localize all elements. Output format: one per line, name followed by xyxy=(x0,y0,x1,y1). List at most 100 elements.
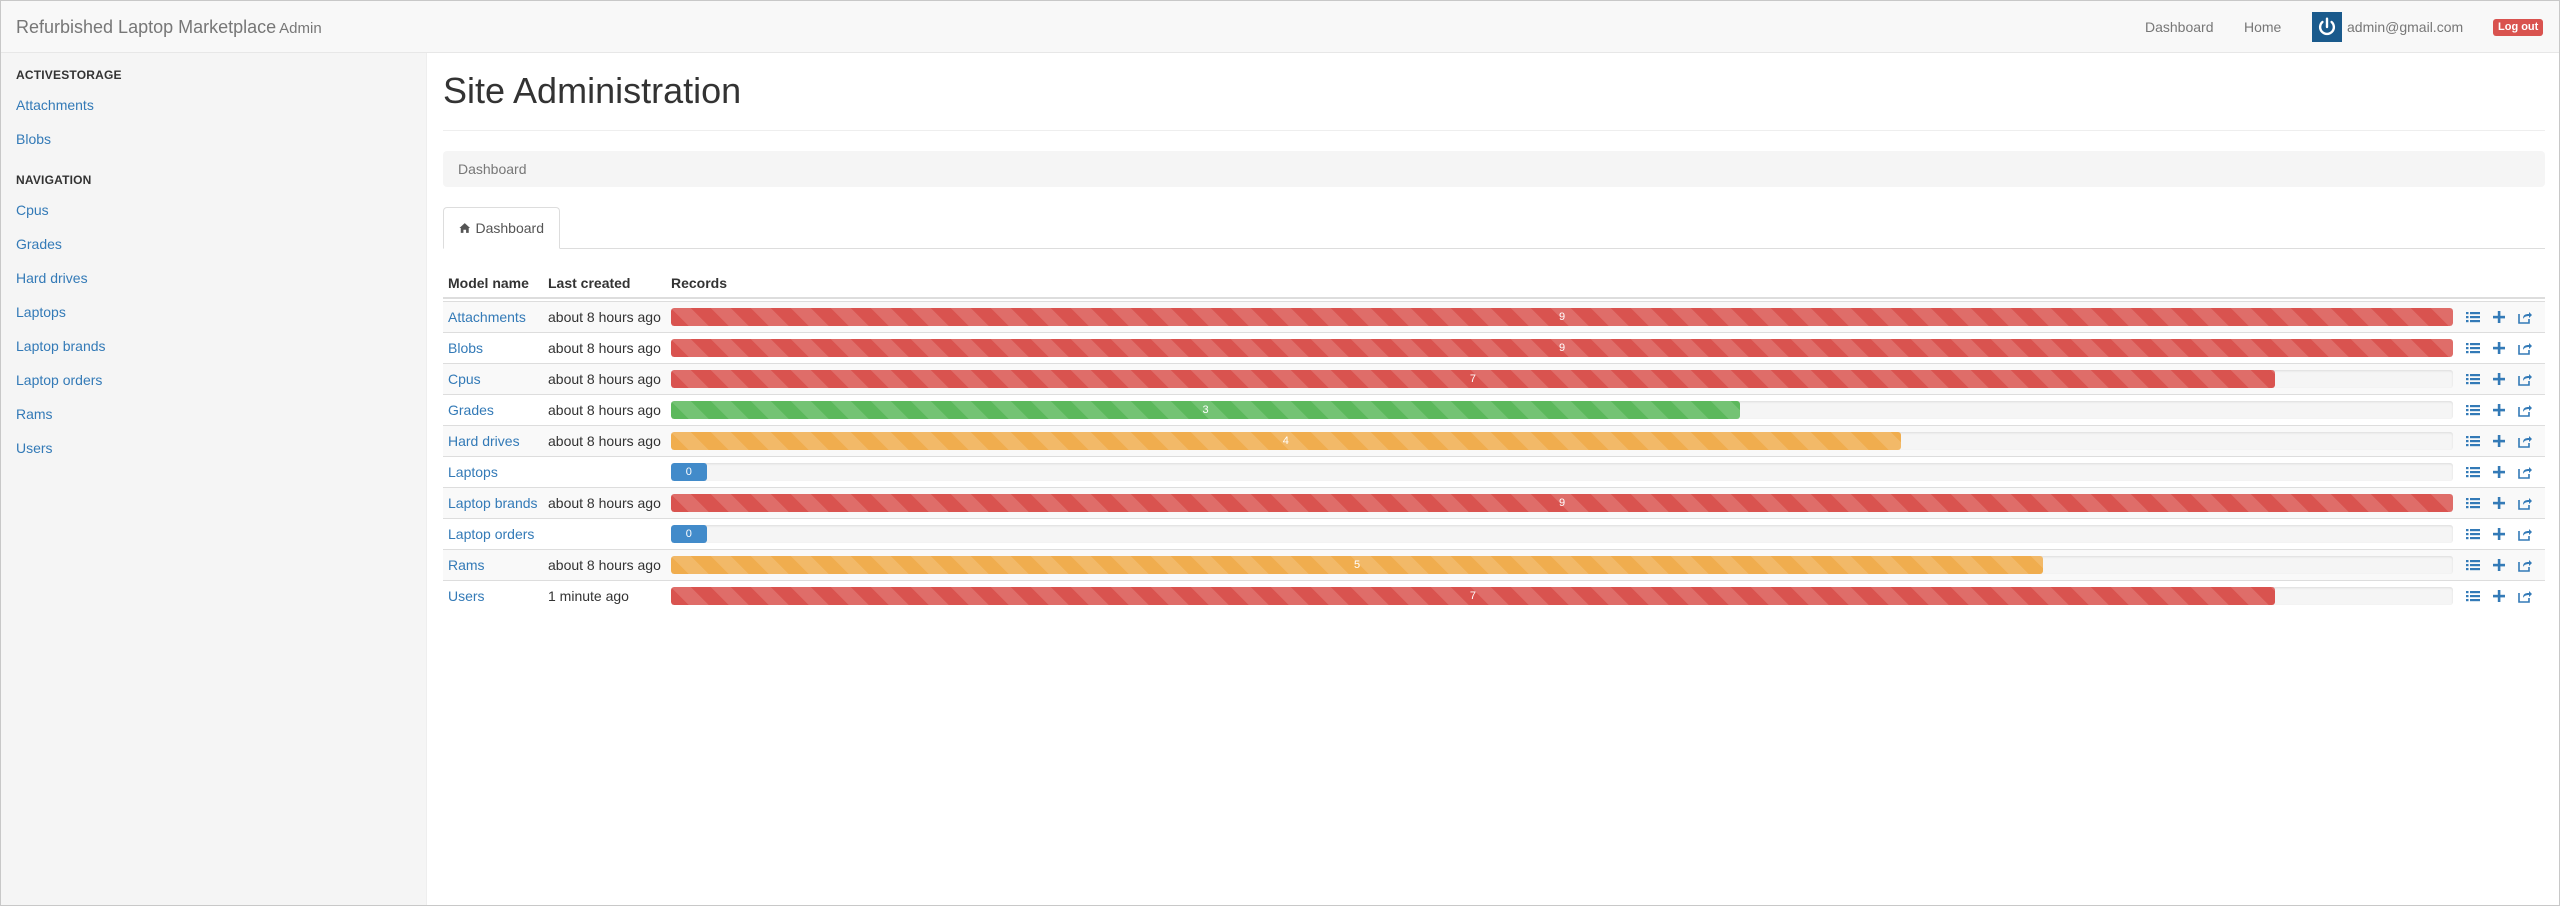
list-icon[interactable] xyxy=(2465,402,2481,418)
table-row: Laptop brands about 8 hours ago 9 xyxy=(443,487,2545,518)
list-icon[interactable] xyxy=(2465,371,2481,387)
table-row: Cpus about 8 hours ago 7 xyxy=(443,363,2545,394)
share-icon[interactable] xyxy=(2517,495,2533,511)
records-progress: 7 xyxy=(671,370,2453,388)
model-name-link[interactable]: Attachments xyxy=(448,309,526,325)
records-progress: 5 xyxy=(671,556,2453,574)
last-created: about 8 hours ago xyxy=(548,309,661,325)
list-icon[interactable] xyxy=(2465,588,2481,604)
model-name-link[interactable]: Users xyxy=(448,588,485,604)
last-created: 1 minute ago xyxy=(548,588,629,604)
share-icon[interactable] xyxy=(2517,588,2533,604)
table-row: Rams about 8 hours ago 5 xyxy=(443,549,2545,580)
share-icon[interactable] xyxy=(2517,371,2533,387)
last-created: about 8 hours ago xyxy=(548,402,661,418)
sidebar-item-users[interactable]: Users xyxy=(16,440,53,456)
top-navbar: Refurbished Laptop Marketplace Admin Dash… xyxy=(1,1,2559,53)
sidebar-item-cpus[interactable]: Cpus xyxy=(16,202,49,218)
list-icon[interactable] xyxy=(2465,526,2481,542)
share-icon[interactable] xyxy=(2517,464,2533,480)
user-email-link[interactable]: admin@gmail.com xyxy=(2347,19,2464,35)
records-bar: 4 xyxy=(671,432,1901,450)
plus-icon[interactable] xyxy=(2491,433,2507,449)
plus-icon[interactable] xyxy=(2491,371,2507,387)
list-icon[interactable] xyxy=(2465,495,2481,511)
records-count: 0 xyxy=(685,466,692,478)
sidebar-item-laptop-orders[interactable]: Laptop orders xyxy=(16,372,103,388)
records-count: 9 xyxy=(1558,342,1566,354)
records-progress: 0 xyxy=(671,525,2453,543)
share-icon[interactable] xyxy=(2517,402,2533,418)
records-bar: 7 xyxy=(671,587,2275,605)
breadcrumb: Dashboard xyxy=(443,151,2545,187)
sidebar-item-rams[interactable]: Rams xyxy=(16,406,53,422)
tabs-divider xyxy=(443,248,2545,249)
list-icon[interactable] xyxy=(2465,464,2481,480)
records-count: 7 xyxy=(1469,373,1476,385)
model-name-link[interactable]: Rams xyxy=(448,557,485,573)
sidebar-item-blobs[interactable]: Blobs xyxy=(16,131,52,147)
share-icon[interactable] xyxy=(2517,526,2533,542)
sidebar-item-attachments[interactable]: Attachments xyxy=(16,97,94,113)
row-actions xyxy=(2465,340,2533,358)
share-icon[interactable] xyxy=(2517,433,2533,449)
records-progress: 4 xyxy=(671,432,2453,450)
row-actions xyxy=(2465,495,2533,513)
brand-title[interactable]: Refurbished Laptop Marketplace xyxy=(16,17,277,37)
list-icon[interactable] xyxy=(2465,340,2481,356)
row-actions xyxy=(2465,433,2533,451)
model-name-link[interactable]: Hard drives xyxy=(448,433,520,449)
last-created: about 8 hours ago xyxy=(548,371,661,387)
tab-dashboard-label[interactable]: Dashboard xyxy=(475,220,545,236)
plus-icon[interactable] xyxy=(2491,464,2507,480)
nav-dashboard-link[interactable]: Dashboard xyxy=(2145,19,2214,35)
user-avatar[interactable] xyxy=(2312,12,2342,42)
plus-icon[interactable] xyxy=(2491,402,2507,418)
sidebar-header-activestorage: ACTIVESTORAGE xyxy=(16,68,122,82)
logout-button[interactable]: Log out xyxy=(2493,19,2544,36)
records-count: 5 xyxy=(1354,559,1361,571)
table-row: Users 1 minute ago 7 xyxy=(443,580,2545,611)
sidebar-item-grades[interactable]: Grades xyxy=(16,236,62,252)
share-icon[interactable] xyxy=(2517,309,2533,325)
nav-home-link[interactable]: Home xyxy=(2244,19,2282,35)
plus-icon[interactable] xyxy=(2491,340,2507,356)
header-records: Records xyxy=(671,275,728,291)
plus-icon[interactable] xyxy=(2491,588,2507,604)
list-icon[interactable] xyxy=(2465,309,2481,325)
records-count: 3 xyxy=(1202,404,1209,416)
sidebar-item-hard-drives[interactable]: Hard drives xyxy=(16,270,88,286)
plus-icon[interactable] xyxy=(2491,557,2507,573)
header-last-created: Last created xyxy=(548,275,631,291)
model-name-link[interactable]: Grades xyxy=(448,402,494,418)
row-actions xyxy=(2465,588,2533,606)
model-name-link[interactable]: Cpus xyxy=(448,371,481,387)
model-name-link[interactable]: Laptop orders xyxy=(448,526,535,542)
plus-icon[interactable] xyxy=(2491,526,2507,542)
brand[interactable]: Refurbished Laptop Marketplace Admin xyxy=(16,16,322,40)
list-icon[interactable] xyxy=(2465,433,2481,449)
tab-dashboard[interactable]: Dashboard xyxy=(443,207,560,249)
records-count: 9 xyxy=(1558,497,1566,509)
records-progress: 7 xyxy=(671,587,2453,605)
row-actions xyxy=(2465,526,2533,544)
model-name-link[interactable]: Blobs xyxy=(448,340,484,356)
list-icon[interactable] xyxy=(2465,557,2481,573)
row-actions xyxy=(2465,402,2533,420)
table-row: Laptop orders 0 xyxy=(443,518,2545,549)
model-name-link[interactable]: Laptop brands xyxy=(448,495,538,511)
records-count: 4 xyxy=(1282,435,1289,447)
plus-icon[interactable] xyxy=(2491,495,2507,511)
brand-subtitle[interactable]: Admin xyxy=(279,20,322,37)
home-icon xyxy=(459,223,471,233)
records-bar: 3 xyxy=(671,401,1741,419)
sidebar-item-laptops[interactable]: Laptops xyxy=(16,304,66,320)
row-actions xyxy=(2465,371,2533,389)
sidebar-item-laptop-brands[interactable]: Laptop brands xyxy=(16,338,106,354)
share-icon[interactable] xyxy=(2517,557,2533,573)
records-bar: 0 xyxy=(671,525,707,543)
share-icon[interactable] xyxy=(2517,340,2533,356)
records-bar: 0 xyxy=(671,463,707,481)
model-name-link[interactable]: Laptops xyxy=(448,464,498,480)
plus-icon[interactable] xyxy=(2491,309,2507,325)
